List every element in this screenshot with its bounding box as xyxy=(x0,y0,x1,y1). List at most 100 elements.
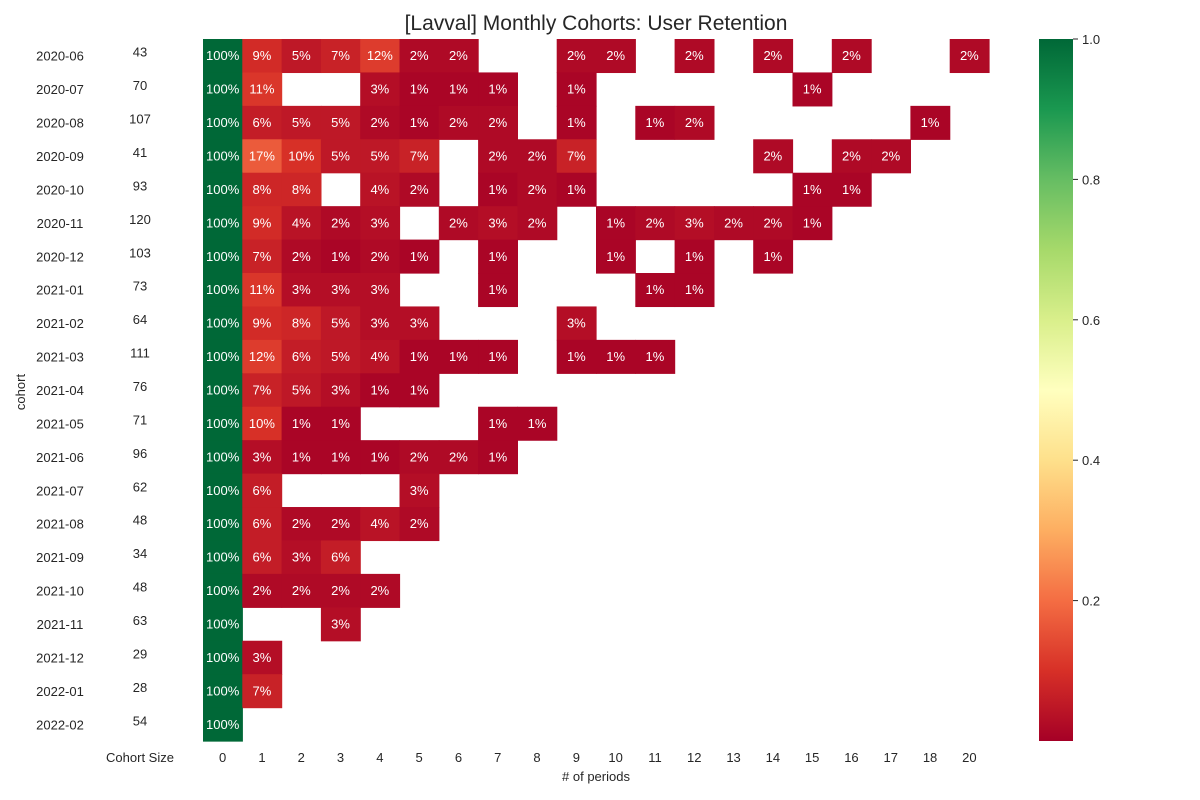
heatmap-cell xyxy=(281,172,322,207)
cell-value-label: 2% xyxy=(763,48,782,63)
heatmap-cell xyxy=(399,139,440,174)
cell-value-label: 10% xyxy=(288,149,314,164)
period-tick-label: 1 xyxy=(258,750,265,765)
heatmap-cell xyxy=(242,406,283,441)
cell-value-label: 10% xyxy=(249,416,275,431)
heatmap-cell xyxy=(242,473,283,508)
heatmap-cell xyxy=(242,507,283,542)
cell-value-label: 2% xyxy=(331,516,350,531)
cell-value-label: 7% xyxy=(410,149,429,164)
heatmap-cell xyxy=(478,105,518,140)
cohort-size-label: 34 xyxy=(133,546,147,561)
cell-value-label: 2% xyxy=(410,449,429,464)
cell-value-label: 100% xyxy=(206,316,240,331)
cell-value-label: 2% xyxy=(960,48,979,63)
heatmap-cell xyxy=(242,573,283,608)
heatmap-cell xyxy=(478,440,518,475)
cell-value-label: 11% xyxy=(249,82,274,97)
cohort-size-label: 54 xyxy=(133,713,147,728)
cell-value-label: 100% xyxy=(206,483,240,498)
cohort-tick-label: 2020-10 xyxy=(36,182,84,197)
heatmap-cell xyxy=(438,206,479,241)
cell-value-label: 2% xyxy=(528,149,547,164)
cell-value-label: 100% xyxy=(206,48,240,63)
cell-value-label: 2% xyxy=(763,149,782,164)
cell-value-label: 1% xyxy=(410,82,429,97)
cell-value-label: 5% xyxy=(292,115,311,130)
cell-value-label: 2% xyxy=(488,149,507,164)
heatmap-cell xyxy=(242,105,283,140)
heatmap-cell xyxy=(320,373,361,408)
heatmap-cell xyxy=(320,105,361,140)
heatmap-cell xyxy=(478,239,518,274)
heatmap-cell xyxy=(203,406,243,441)
cohort-size-label: 120 xyxy=(129,212,151,227)
cell-value-label: 9% xyxy=(253,215,272,230)
heatmap-cell xyxy=(753,239,794,274)
heatmap-cell xyxy=(674,273,715,308)
cell-value-label: 1% xyxy=(488,282,507,297)
chart-title: [Lavval] Monthly Cohorts: User Retention xyxy=(405,12,788,35)
cell-value-label: 1% xyxy=(410,249,429,264)
cohort-tick-label: 2022-01 xyxy=(36,684,84,699)
cell-value-label: 1% xyxy=(606,249,625,264)
period-tick-label: 17 xyxy=(884,750,898,765)
heatmap-cell xyxy=(792,172,833,207)
heatmap-cell xyxy=(438,440,479,475)
cell-value-label: 100% xyxy=(206,516,240,531)
heatmap-cell xyxy=(203,507,243,542)
cell-value-label: 1% xyxy=(528,416,547,431)
cohort-tick-label: 2021-08 xyxy=(36,517,84,532)
period-tick-label: 7 xyxy=(494,750,501,765)
heatmap-cell xyxy=(203,172,243,207)
cell-value-label: 8% xyxy=(292,182,311,197)
cell-value-label: 1% xyxy=(803,215,822,230)
heatmap-cell xyxy=(320,239,361,274)
heatmap-cell xyxy=(556,306,597,341)
heatmap-cell xyxy=(281,507,322,542)
heatmap-cell xyxy=(596,239,636,274)
colorbar-tick-label: 1.0 xyxy=(1082,32,1100,47)
cohort-size-column: 43 70 107 41 93 120 103 73 64 111 76 71 96 62 48 34 48 63… xyxy=(129,45,151,729)
cell-value-label: 100% xyxy=(206,717,240,732)
cohort-size-label: 107 xyxy=(129,112,151,127)
cell-value-label: 6% xyxy=(253,516,272,531)
heatmap-cell xyxy=(320,206,361,241)
cohort-tick-label: 2021-06 xyxy=(36,450,84,465)
heatmap-cell xyxy=(556,105,597,140)
retention-cells xyxy=(203,39,990,742)
cell-value-label: 1% xyxy=(488,82,507,97)
cohort-size-label: 64 xyxy=(133,312,147,327)
cohort-tick-label: 2021-05 xyxy=(36,416,84,431)
cohort-size-label: 76 xyxy=(133,379,147,394)
cell-value-label: 2% xyxy=(449,215,468,230)
period-tick-label: 8 xyxy=(533,750,540,765)
heatmap-cell xyxy=(203,339,243,374)
heatmap-cell xyxy=(242,172,283,207)
heatmap-cell xyxy=(320,507,361,542)
heatmap-cell xyxy=(360,273,401,308)
heatmap-cell xyxy=(360,239,401,274)
period-tick-label: 10 xyxy=(608,750,622,765)
cohort-tick-label: 2021-12 xyxy=(36,650,84,665)
heatmap-cell xyxy=(360,172,401,207)
period-tick-label: 9 xyxy=(573,750,580,765)
cell-value-label: 5% xyxy=(331,349,350,364)
cell-value-label: 100% xyxy=(206,182,240,197)
heatmap-cell xyxy=(360,139,401,174)
heatmap-cell xyxy=(360,39,401,74)
heatmap-cell xyxy=(281,105,322,140)
cohort-tick-label: 2021-11 xyxy=(37,617,84,632)
heatmap-cell xyxy=(517,172,558,207)
period-tick-label: 11 xyxy=(648,750,662,765)
heatmap-cell xyxy=(203,440,243,475)
cell-value-label: 7% xyxy=(253,383,272,398)
cell-value-label: 100% xyxy=(206,149,240,164)
cell-value-label: 2% xyxy=(567,48,586,63)
y-axis-label: cohort xyxy=(13,374,28,411)
heatmap-cell xyxy=(596,39,636,74)
cohort-tick-label: 2020-08 xyxy=(36,116,84,131)
cell-value-label: 11% xyxy=(249,282,274,297)
heatmap-cell xyxy=(360,206,401,241)
cell-value-label: 2% xyxy=(449,449,468,464)
